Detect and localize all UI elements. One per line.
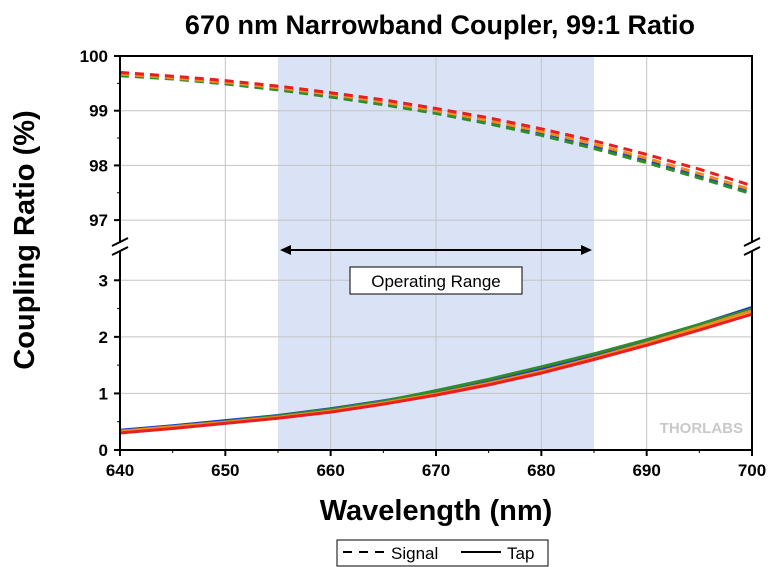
axis-break-slash: [743, 246, 761, 256]
x-tick-label: 640: [106, 461, 134, 480]
axis-break-marks: [111, 237, 761, 256]
x-tick-label: 670: [422, 461, 450, 480]
signal-series-line: [119, 70, 753, 188]
axis-break-slash: [743, 237, 761, 247]
plot-area: 640 650 660 670 680 690 700 100 99 98 97 3 2 1 0: [80, 47, 767, 480]
axis-break-slash: [111, 246, 129, 256]
y-tick-label: 2: [99, 328, 108, 347]
data-series: [119, 70, 753, 435]
x-tick-label: 690: [632, 461, 660, 480]
axis-break-gap: [743, 243, 761, 251]
x-tick-label: 650: [211, 461, 239, 480]
tap-series-line: [119, 312, 753, 435]
y-axis-label: Coupling Ratio (%): [9, 110, 41, 369]
operating-range-label: Operating Range: [371, 272, 500, 291]
axis-break-gap: [111, 243, 129, 251]
legend-tap-label: Tap: [507, 544, 534, 563]
signal-series-line: [119, 72, 753, 192]
y-tick-label: 98: [89, 156, 108, 175]
legend-signal-label: Signal: [391, 544, 438, 563]
y-tick-label: 100: [80, 47, 108, 66]
operating-range-arrowhead-right: [581, 245, 592, 255]
axis-ticks: 640 650 660 670 680 690 700 100 99 98 97 3 2 1 0: [80, 47, 767, 480]
y-tick-label: 97: [89, 211, 108, 230]
x-axis-label: Wavelength (nm): [320, 495, 553, 527]
y-tick-label: 1: [99, 384, 108, 403]
axis-break-slash: [111, 237, 129, 247]
y-tick-label: 99: [89, 102, 108, 121]
y-tick-label: 3: [99, 271, 108, 290]
y-tick-label: 0: [99, 441, 108, 460]
signal-series-line: [119, 74, 753, 196]
x-tick-label: 660: [316, 461, 344, 480]
x-tick-label: 680: [527, 461, 555, 480]
x-tick-label: 700: [738, 461, 766, 480]
thorlabs-watermark: THORLABS: [660, 420, 743, 437]
operating-range-arrowhead-left: [280, 245, 291, 255]
legend-box: [336, 539, 549, 567]
legend: Signal Tap: [336, 539, 549, 567]
operating-range-label-box: [349, 266, 523, 295]
operating-range-annotation: Operating Range: [280, 245, 592, 295]
chart-title: 670 nm Narrowband Coupler, 99:1 Ratio: [185, 10, 695, 40]
